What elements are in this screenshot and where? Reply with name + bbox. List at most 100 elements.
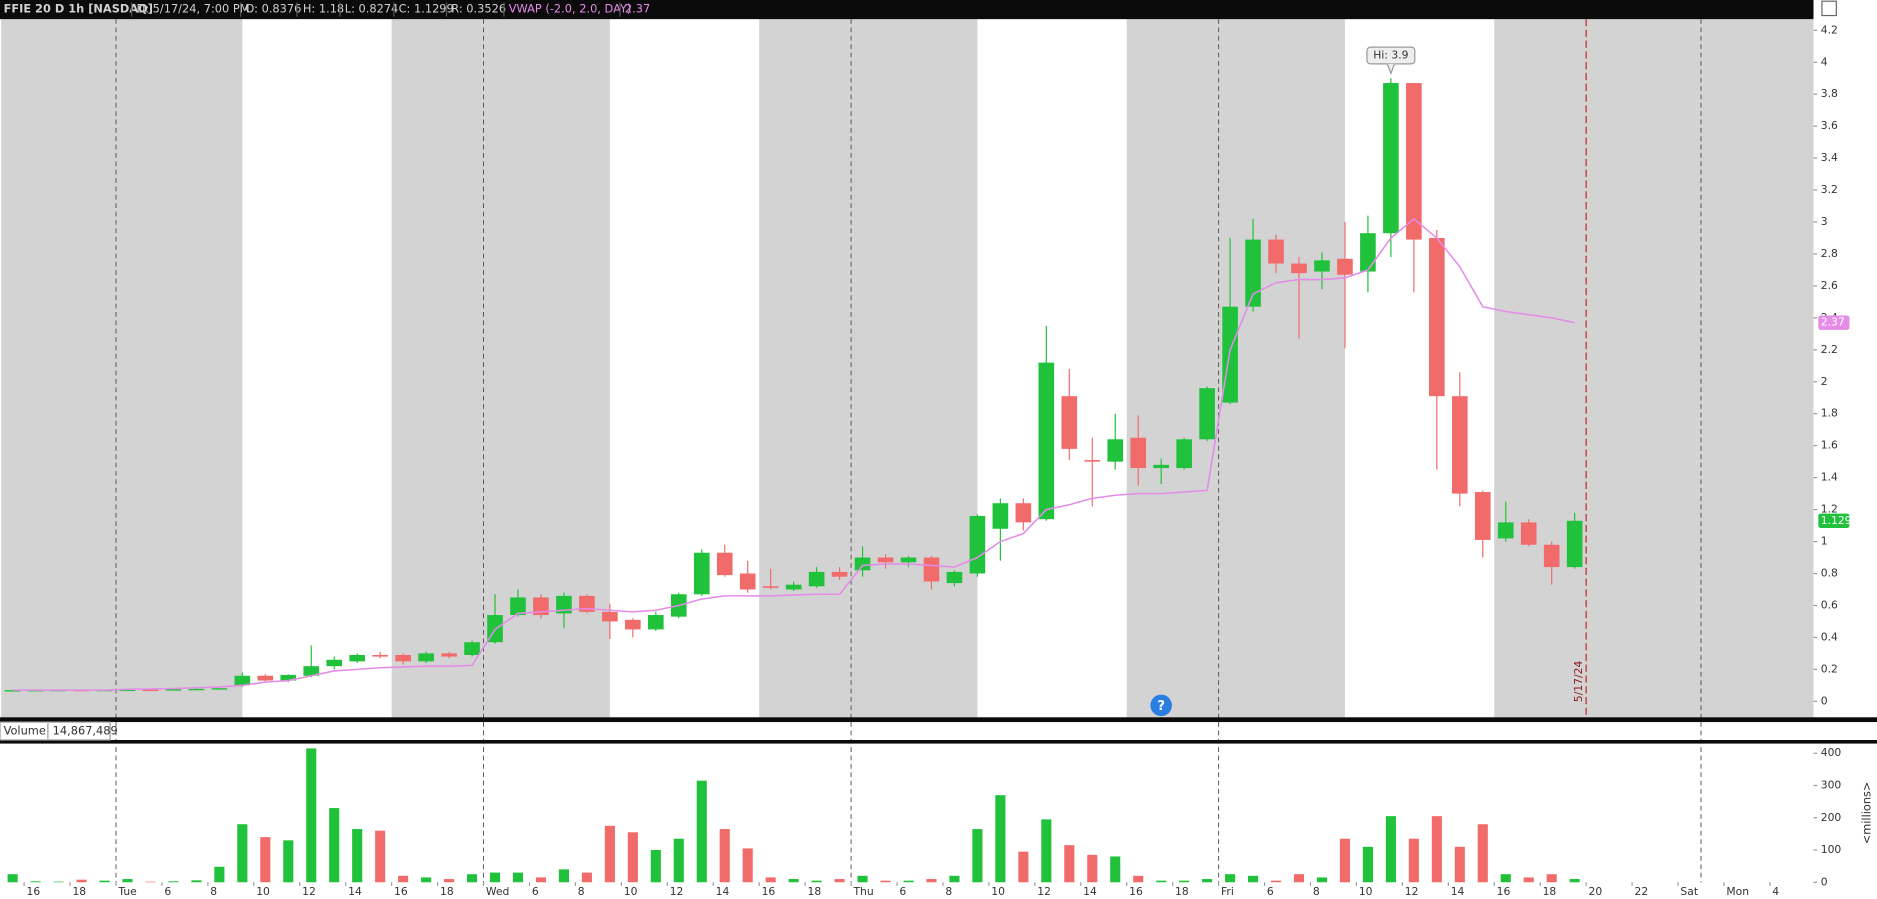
- volume-bar: [283, 840, 294, 883]
- candle-body: [418, 653, 434, 662]
- volume-tick-label: 200: [1821, 811, 1842, 824]
- last-badge-bg: [1818, 513, 1850, 528]
- candle-body: [556, 595, 572, 614]
- x-tick-label: 16: [1129, 885, 1143, 898]
- volume-bar: [604, 825, 615, 883]
- volume-bar: [145, 881, 156, 883]
- x-tick-label: 18: [1175, 885, 1189, 898]
- x-tick-label: 12: [302, 885, 316, 898]
- separators: 5/17/24: [115, 19, 1702, 883]
- y-tick-label: 0.2: [1821, 662, 1838, 675]
- x-tick-label: 6: [532, 885, 539, 898]
- header-dividers: [131, 2, 621, 17]
- volume-bar: [1248, 875, 1259, 883]
- candle-body: [648, 615, 664, 630]
- candle-body: [992, 503, 1009, 529]
- candle-body: [1429, 238, 1445, 397]
- volume-bar: [30, 881, 41, 883]
- x-tick-label: 12: [1037, 885, 1051, 898]
- candle-body: [142, 689, 159, 692]
- candle-body: [441, 653, 457, 657]
- candle-body: [1451, 396, 1468, 494]
- candle-body: [831, 571, 848, 577]
- x-tick-label: 18: [72, 885, 86, 898]
- x-tick-label: 20: [1589, 885, 1603, 898]
- candle-body: [1360, 233, 1376, 272]
- volume-bar: [627, 832, 638, 883]
- extended-hours: [1126, 743, 1345, 883]
- volume-bar: [1064, 845, 1075, 883]
- volume-bar: [857, 875, 868, 883]
- volume-bar: [1041, 819, 1052, 883]
- candle-body: [119, 689, 136, 692]
- x-tick-label: 18: [1543, 885, 1557, 898]
- study: VWAP (-2.0, 2.0, DAY): [509, 2, 632, 16]
- candle-body: [808, 571, 825, 587]
- volume-bar: [581, 872, 592, 883]
- volume-bar: [260, 837, 271, 883]
- help-icon-text[interactable]: ?: [1157, 699, 1165, 714]
- x-tick-label: 6: [164, 885, 171, 898]
- volume-bar: [650, 850, 661, 883]
- volume-bar: [99, 880, 110, 883]
- candle-body: [165, 689, 182, 691]
- x-tick-label: 6: [899, 885, 906, 898]
- y-tick-label: 2.6: [1821, 279, 1838, 292]
- volume-bar: [788, 879, 799, 883]
- date: D: 5/17/24, 7:00 PM: [136, 2, 249, 16]
- volume-bar: [811, 880, 822, 883]
- x-tick-label: 8: [210, 885, 217, 898]
- x-tick-label: 8: [578, 885, 585, 898]
- volume-bar: [1179, 880, 1190, 883]
- x-tick-label: Thu: [852, 885, 873, 898]
- annotation-pointer: [1386, 63, 1396, 76]
- price-marks: [4, 78, 1583, 692]
- study-value: 2.37: [625, 2, 650, 16]
- candle-body: [1130, 437, 1147, 469]
- symbol: FFIE 20 D 1h [NASDAQ]: [4, 2, 153, 16]
- help-icon[interactable]: [1150, 694, 1172, 717]
- volume-bar: [329, 808, 340, 883]
- volume-bar: [466, 874, 478, 883]
- x-tick-label: Sat: [1680, 885, 1698, 898]
- candle-body: [625, 619, 641, 630]
- candle-body: [280, 674, 297, 681]
- volume-bar: [1156, 880, 1167, 883]
- candle-body: [1543, 544, 1560, 568]
- x-tick-label: 10: [1359, 885, 1373, 898]
- annotation: Hi: 3.9: [1373, 49, 1408, 62]
- volume-bar: [444, 879, 455, 883]
- expand-icon[interactable]: [1821, 0, 1837, 17]
- x-tick-label: 12: [1405, 885, 1419, 898]
- candle-body: [1383, 83, 1399, 234]
- x-tick-label: 18: [808, 885, 822, 898]
- volume-bar: [1018, 851, 1029, 883]
- candle-body: [762, 586, 779, 588]
- extended-hours: [391, 743, 610, 883]
- candle-body: [785, 584, 802, 590]
- volume-bar: [949, 875, 960, 883]
- x-tick-label: 14: [348, 885, 362, 898]
- y-tick-label: 3.8: [1821, 87, 1838, 100]
- volume-bar: [53, 881, 64, 883]
- y-tick-label: 1: [1821, 535, 1828, 548]
- x-tick-label: 16: [27, 885, 41, 898]
- extended-hours: [1, 743, 243, 883]
- x-tick-label: 14: [1083, 885, 1097, 898]
- candle-body: [1268, 239, 1284, 264]
- candle-body: [372, 654, 388, 657]
- candle-body: [1337, 258, 1353, 275]
- y-tick-label: 0.4: [1821, 630, 1838, 643]
- volume-bar: [1500, 874, 1511, 883]
- volume-bar: [1546, 874, 1557, 883]
- candle-body: [234, 675, 251, 686]
- candle-body: [1291, 263, 1307, 274]
- volume-tick-label: 0: [1821, 875, 1828, 888]
- open: O: 0.8376: [245, 2, 301, 16]
- candle-body: [1061, 396, 1078, 449]
- volume-bar: [1270, 880, 1282, 883]
- volume-bar: [1133, 875, 1144, 883]
- candle-body: [1015, 503, 1032, 523]
- last-badge: 1.1299: [1821, 514, 1859, 527]
- x-tick-label: 14: [716, 885, 730, 898]
